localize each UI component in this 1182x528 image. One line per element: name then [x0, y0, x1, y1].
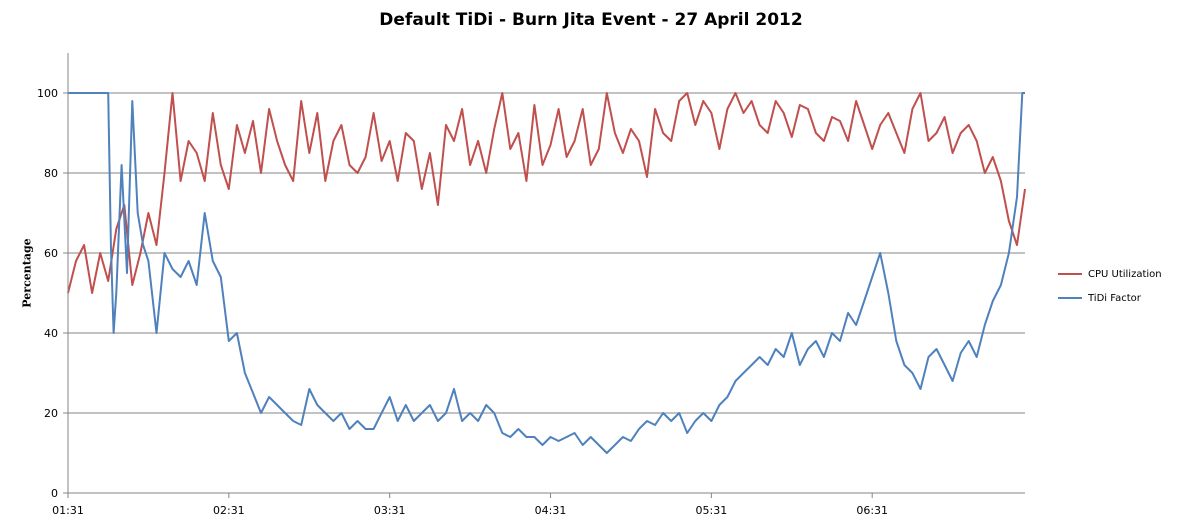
legend-item-tidi-factor: TiDi Factor [1058, 286, 1162, 310]
y-tick-label: 60 [44, 247, 58, 260]
y-tick-label: 80 [44, 167, 58, 180]
legend-swatch-tidi-factor [1058, 297, 1082, 299]
y-tick-label: 20 [44, 407, 58, 420]
y-tick-label: 0 [51, 487, 58, 500]
y-axis-ticks: 0 20 40 60 80 100 [37, 87, 68, 500]
y-tick-label: 40 [44, 327, 58, 340]
series-line-cpu-utilization [67, 92, 1026, 294]
x-tick-label: 03:31 [374, 504, 406, 517]
series-line-tidi-factor [68, 92, 1025, 454]
x-tick-label: 06:31 [856, 504, 888, 517]
legend-swatch-cpu-utilization [1058, 273, 1082, 275]
series-lines [67, 92, 1026, 454]
legend-item-cpu-utilization: CPU Utilization [1058, 262, 1162, 286]
legend-label-tidi-factor: TiDi Factor [1088, 292, 1141, 304]
x-axis-ticks: 01:31 02:31 03:31 04:31 05:31 06:31 [52, 493, 888, 517]
chart-title: Default TiDi - Burn Jita Event - 27 Apri… [379, 10, 803, 30]
x-tick-label: 04:31 [535, 504, 567, 517]
x-tick-label: 05:31 [696, 504, 728, 517]
legend: CPU Utilization TiDi Factor [1058, 262, 1162, 310]
gridlines [68, 92, 1025, 414]
x-tick-label: 01:31 [52, 504, 84, 517]
legend-label-cpu-utilization: CPU Utilization [1088, 268, 1162, 280]
x-tick-label: 02:31 [213, 504, 245, 517]
y-tick-label: 100 [37, 87, 58, 100]
